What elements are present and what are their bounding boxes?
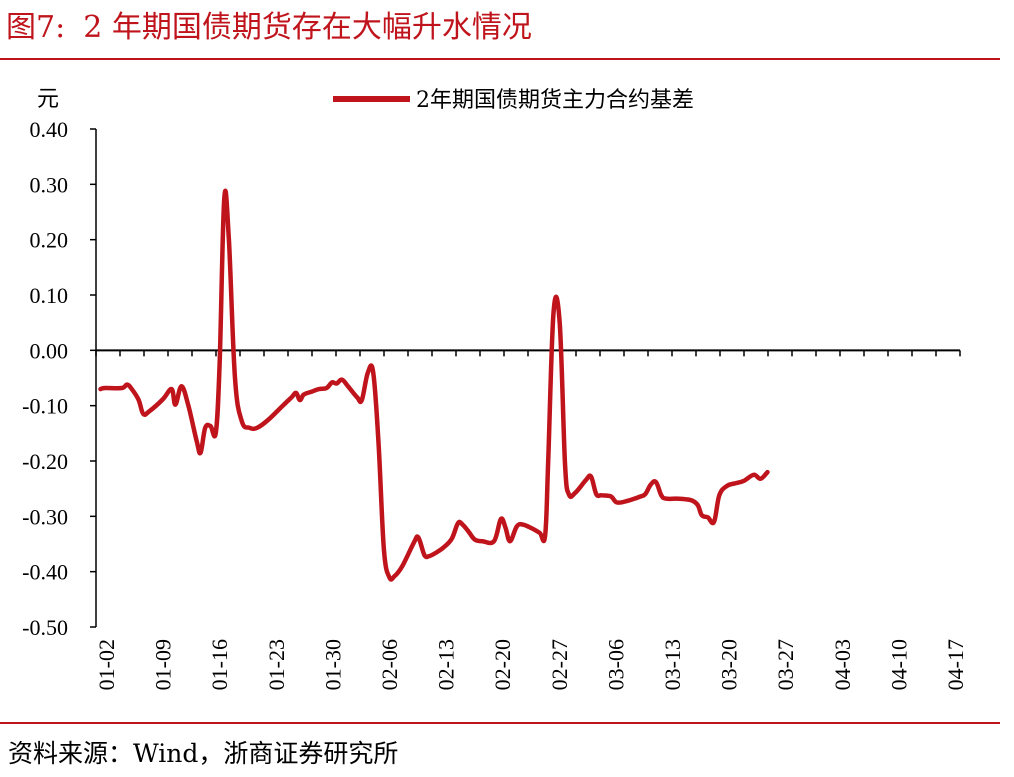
series-line bbox=[98, 188, 770, 582]
y-tick-label: 0.30 bbox=[30, 172, 69, 197]
x-axis: 01-02 01-09 01-16 01-23 01-30 02-06 02-13 02-20… bbox=[94, 350, 968, 690]
x-tick-label: 02-06 bbox=[377, 639, 402, 690]
y-tick-label: 0.20 bbox=[30, 228, 69, 253]
x-tick-label: 01-09 bbox=[151, 639, 176, 690]
y-tick-label: 0.40 bbox=[30, 117, 69, 142]
x-tick-label: 02-20 bbox=[490, 639, 515, 690]
y-axis: 0.40 0.30 0.20 0.10 0.00 -0.10 -0.20 -0.30 -0.40… bbox=[22, 117, 96, 640]
x-tick-label: 01-23 bbox=[264, 639, 289, 690]
x-tick-label: 04-17 bbox=[943, 639, 968, 690]
series-group bbox=[98, 188, 770, 582]
legend-label: 2年期国债期货主力合约基差 bbox=[416, 88, 694, 113]
x-tick-label: 04-03 bbox=[830, 639, 855, 690]
x-tick-label: 03-20 bbox=[717, 639, 742, 690]
figure-title: 图7: 2 年期国债期货存在大幅升水情况 bbox=[6, 2, 532, 46]
footer-divider bbox=[0, 722, 1000, 724]
x-tick-label: 02-13 bbox=[434, 639, 459, 690]
x-tick-label: 01-16 bbox=[207, 639, 232, 690]
legend: 2年期国债期货主力合约基差 bbox=[333, 88, 694, 113]
source-note: 资料来源：Wind，浙商证券研究所 bbox=[8, 739, 399, 768]
y-tick-label: -0.10 bbox=[22, 394, 68, 419]
y-axis-unit-label: 元 bbox=[37, 86, 59, 111]
x-tick-label: 03-13 bbox=[660, 639, 685, 690]
x-tick-label: 03-27 bbox=[773, 639, 798, 690]
x-tick-label: 01-30 bbox=[320, 639, 345, 690]
title-divider bbox=[0, 58, 1000, 60]
x-tick-label: 04-10 bbox=[886, 639, 911, 690]
y-tick-label: 0.00 bbox=[30, 338, 69, 363]
y-tick-label: -0.20 bbox=[22, 449, 68, 474]
y-tick-label: 0.10 bbox=[30, 283, 69, 308]
x-tick-label: 03-06 bbox=[603, 639, 628, 690]
x-tick-label: 01-02 bbox=[94, 639, 119, 690]
y-tick-label: -0.50 bbox=[22, 615, 68, 640]
x-tick-label: 02-27 bbox=[547, 639, 572, 690]
figure-title-text: 2 年期国债期货存在大幅升水情况 bbox=[83, 10, 532, 45]
figure-title-label: 图7: bbox=[6, 10, 66, 45]
y-tick-label: -0.30 bbox=[22, 504, 68, 529]
y-tick-label: -0.40 bbox=[22, 560, 68, 585]
